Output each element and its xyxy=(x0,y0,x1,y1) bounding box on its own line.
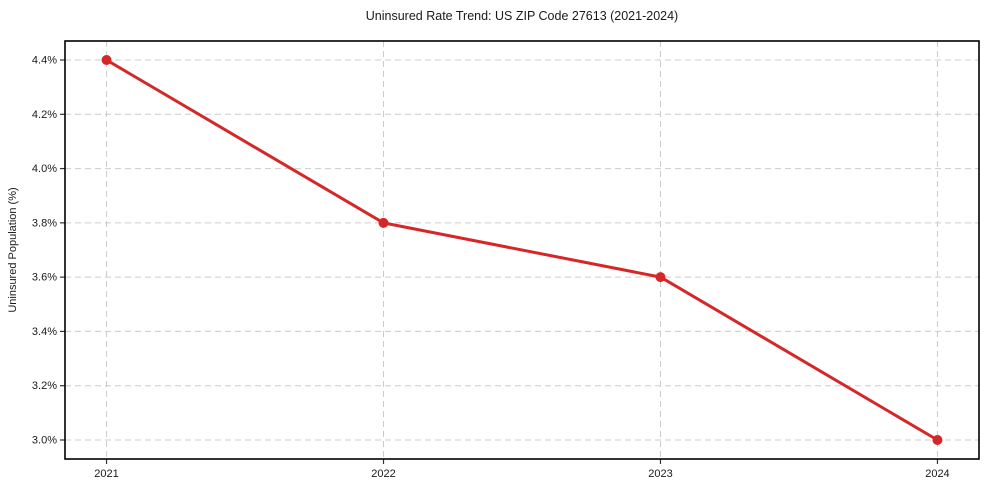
y-tick-label: 4.4% xyxy=(32,55,57,67)
y-tick-label: 4.0% xyxy=(32,163,57,175)
x-tick-label: 2023 xyxy=(648,468,672,480)
y-tick-label: 3.2% xyxy=(32,380,57,392)
data-point-marker xyxy=(932,435,943,445)
y-tick-label: 3.6% xyxy=(32,272,57,284)
plot-border xyxy=(64,40,980,460)
x-tick-label: 2022 xyxy=(371,468,395,480)
data-point-marker xyxy=(101,55,112,65)
y-tick-label: 3.4% xyxy=(32,326,57,338)
x-tick-label: 2024 xyxy=(925,468,949,480)
y-tick-label: 3.8% xyxy=(32,217,57,229)
trend-line xyxy=(105,58,939,442)
data-point-marker xyxy=(378,217,389,228)
x-tick-label: 2021 xyxy=(94,468,118,480)
chart-title: Uninsured Rate Trend: US ZIP Code 27613 … xyxy=(365,9,679,23)
y-tick-label: 4.2% xyxy=(32,109,57,121)
y-tick-label: 3.0% xyxy=(32,435,57,447)
data-point-marker xyxy=(655,272,666,283)
